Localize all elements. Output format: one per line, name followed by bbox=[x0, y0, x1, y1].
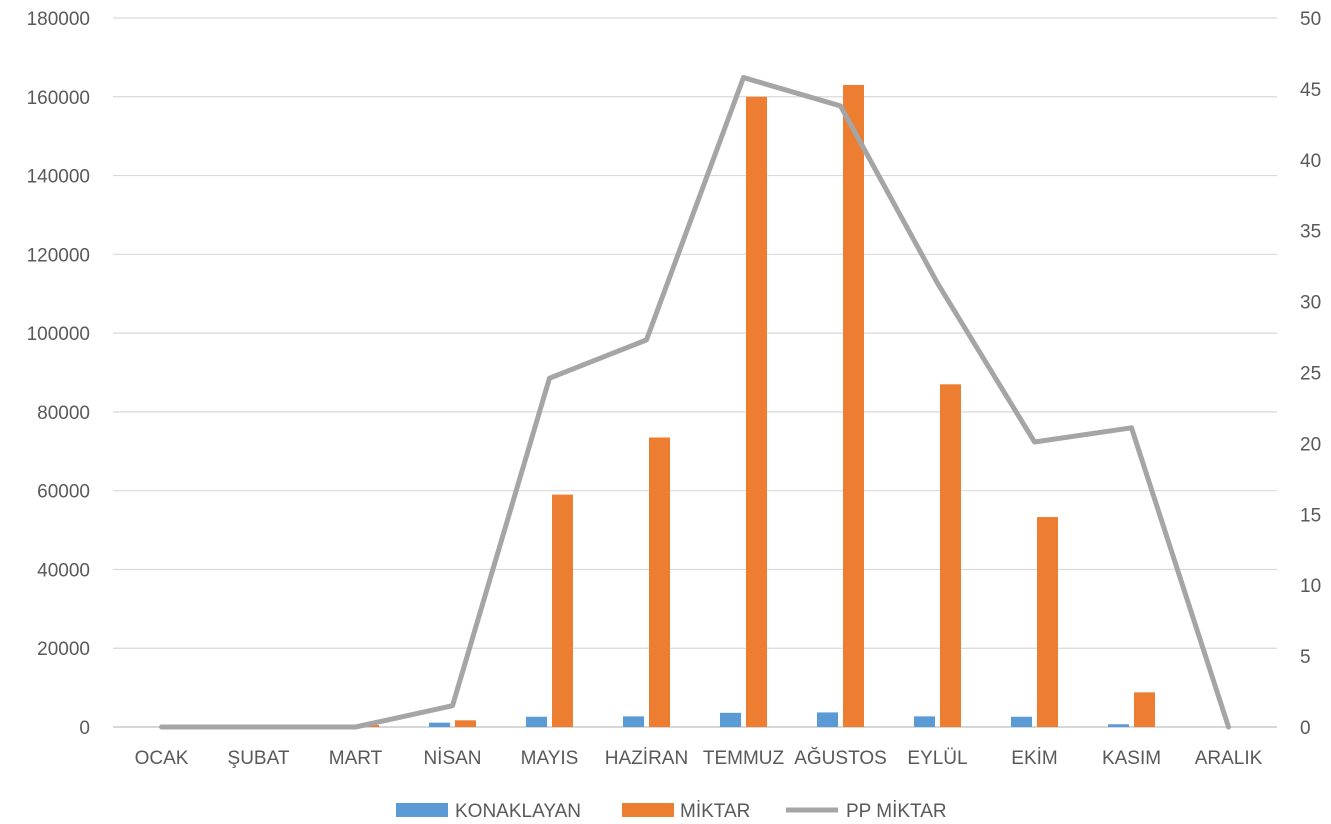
category-label: EYLÜL bbox=[907, 748, 967, 769]
right-axis-ticks: 0 5 10 15 20 25 30 35 40 45 50 bbox=[1300, 9, 1321, 739]
category-label: TEMMUZ bbox=[703, 748, 785, 769]
left-tick-label: 20000 bbox=[37, 639, 90, 660]
category-label: ŞUBAT bbox=[228, 748, 290, 769]
left-tick-label: 180000 bbox=[27, 9, 90, 30]
right-tick-label: 25 bbox=[1300, 364, 1321, 385]
line-pp-mi̇ktar bbox=[159, 75, 1231, 730]
category-label: MAYIS bbox=[521, 748, 579, 769]
bars bbox=[358, 84, 1155, 728]
category-label: ARALIK bbox=[1195, 748, 1263, 769]
bar-mi̇ktar bbox=[746, 96, 767, 728]
bar-mi̇ktar bbox=[649, 437, 670, 727]
legend-swatch bbox=[396, 803, 448, 817]
line-series bbox=[159, 75, 1231, 730]
bar-konaklayan bbox=[1011, 716, 1032, 727]
right-tick-label: 35 bbox=[1300, 222, 1321, 243]
right-tick-label: 15 bbox=[1300, 505, 1321, 526]
bar-konaklayan bbox=[914, 716, 935, 727]
bar-konaklayan bbox=[623, 716, 644, 727]
right-tick-label: 45 bbox=[1300, 80, 1321, 101]
right-tick-label: 10 bbox=[1300, 576, 1321, 597]
left-tick-label: 60000 bbox=[37, 482, 90, 503]
bar-konaklayan bbox=[817, 712, 838, 727]
category-label: NİSAN bbox=[423, 748, 481, 769]
category-label: KASIM bbox=[1102, 748, 1161, 769]
bar-konaklayan bbox=[1108, 724, 1129, 727]
category-label: MART bbox=[329, 748, 383, 769]
category-label: OCAK bbox=[135, 748, 189, 769]
right-tick-label: 30 bbox=[1300, 293, 1321, 314]
right-tick-label: 40 bbox=[1300, 151, 1321, 172]
legend-label: MİKTAR bbox=[680, 801, 750, 822]
left-axis-ticks: 0 20000 40000 60000 80000 100000 120000 140000 1… bbox=[27, 9, 90, 739]
left-tick-label: 120000 bbox=[27, 245, 90, 266]
category-label: HAZİRAN bbox=[605, 748, 688, 769]
category-label: AĞUSTOS bbox=[794, 747, 887, 769]
right-tick-label: 50 bbox=[1300, 9, 1321, 30]
left-tick-label: 40000 bbox=[37, 560, 90, 581]
right-tick-label: 5 bbox=[1300, 647, 1311, 668]
left-tick-label: 160000 bbox=[27, 88, 90, 109]
bar-mi̇ktar bbox=[1134, 692, 1155, 727]
gridlines bbox=[113, 17, 1277, 728]
category-label: EKİM bbox=[1011, 748, 1057, 769]
bar-mi̇ktar bbox=[940, 384, 961, 727]
left-tick-label: 140000 bbox=[27, 167, 90, 188]
bar-konaklayan bbox=[526, 716, 547, 727]
category-labels: OCAK ŞUBAT MART NİSAN MAYIS HAZİRAN TEMMUZ AĞUS… bbox=[135, 747, 1263, 769]
right-tick-label: 0 bbox=[1300, 718, 1311, 739]
bar-mi̇ktar bbox=[1037, 517, 1058, 727]
bar-mi̇ktar bbox=[843, 84, 864, 727]
left-tick-label: 100000 bbox=[27, 324, 90, 345]
bar-konaklayan bbox=[429, 722, 450, 727]
bar-mi̇ktar bbox=[552, 494, 573, 727]
legend-label: KONAKLAYAN bbox=[455, 801, 581, 822]
bar-mi̇ktar bbox=[455, 720, 476, 727]
left-tick-label: 80000 bbox=[37, 403, 90, 424]
legend-swatch bbox=[622, 803, 674, 817]
legend-label: PP MİKTAR bbox=[846, 801, 947, 822]
right-tick-label: 20 bbox=[1300, 434, 1321, 455]
legend: KONAKLAYAN MİKTAR PP MİKTAR bbox=[396, 801, 947, 822]
left-tick-label: 0 bbox=[79, 718, 90, 739]
bar-konaklayan bbox=[720, 712, 741, 727]
